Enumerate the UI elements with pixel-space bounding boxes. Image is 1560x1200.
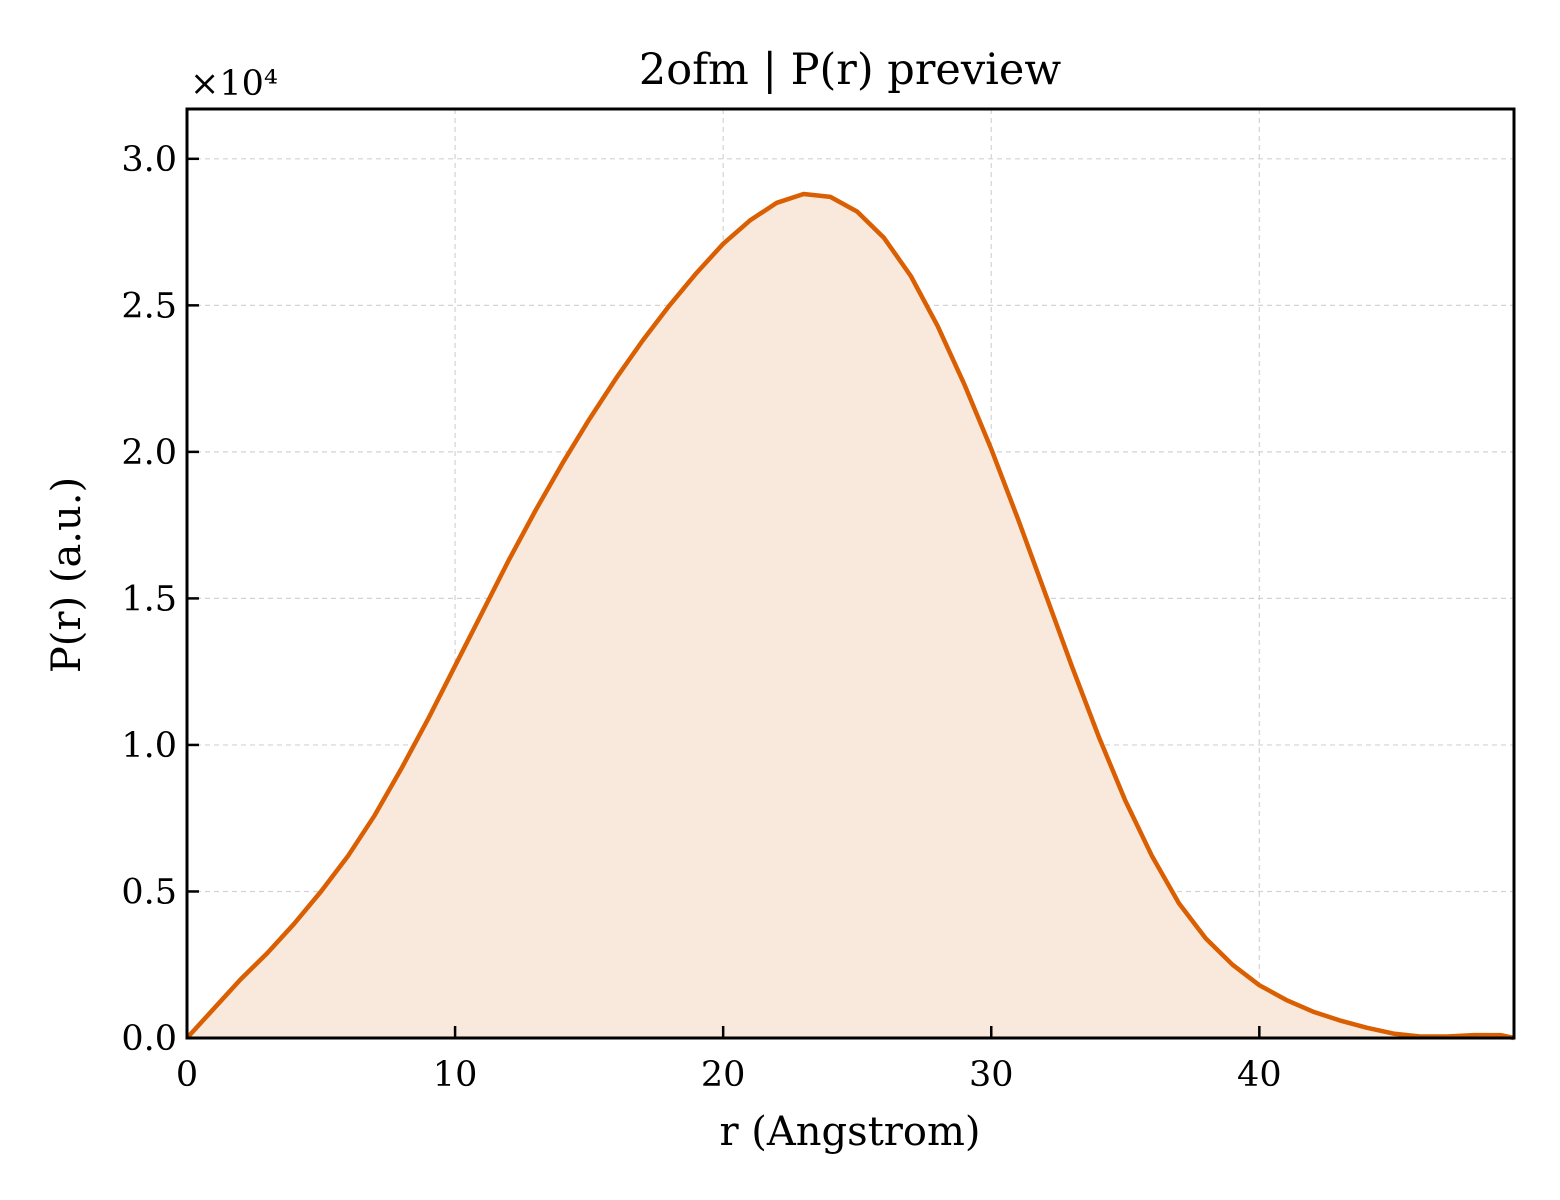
y-tick-label: 2.0 [121, 433, 177, 473]
x-tick-label: 30 [969, 1055, 1014, 1095]
pr-series-line [185, 191, 1515, 1041]
y-axis-ticks: 0.0 0.5 1.0 1.5 2.0 2.5 3.0 [121, 140, 199, 1059]
x-axis-ticks: 0 10 20 30 40 [176, 1026, 1282, 1095]
y-offset-label: ×10⁴ [190, 64, 278, 104]
x-tick-label: 10 [433, 1055, 478, 1095]
y-tick-label: 0.5 [121, 872, 177, 912]
y-axis-label: P(r) (a.u.) [44, 477, 90, 673]
y-tick-label: 0.0 [121, 1019, 177, 1059]
y-tick-label: 1.0 [121, 726, 177, 766]
x-tick-label: 40 [1237, 1055, 1282, 1095]
x-axis-label: r (Angstrom) [719, 1109, 980, 1155]
x-tick-label: 20 [701, 1055, 746, 1095]
y-tick-label: 2.5 [121, 286, 177, 326]
y-tick-label: 1.5 [121, 579, 177, 619]
y-tick-label: 3.0 [121, 140, 177, 180]
x-tick-label: 0 [176, 1055, 198, 1095]
pr-area-fill [187, 194, 1514, 1038]
plot-frame [185, 107, 1516, 1040]
chart-title: 2ofm | P(r) preview [639, 45, 1061, 95]
